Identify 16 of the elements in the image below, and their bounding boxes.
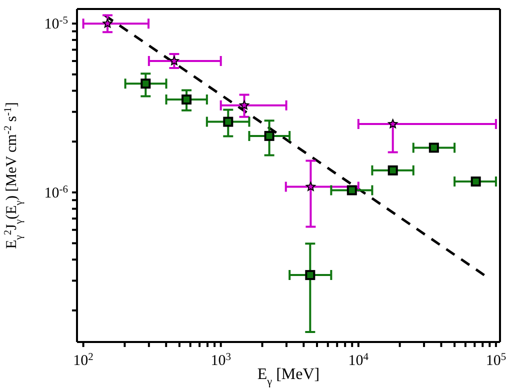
x-tick-label: 10$^{2}$ <box>73 352 94 369</box>
point <box>223 116 234 127</box>
point <box>264 130 274 141</box>
point <box>305 270 316 280</box>
y-tick-label: 10$^{-6}$ <box>44 184 68 202</box>
x-tick-label: 10$^{5}$ <box>486 352 506 369</box>
point <box>470 176 481 187</box>
y-tick-label: 10$^{-5}$ <box>44 15 68 33</box>
x-axis-title: E$_{γ}$ [MeV] <box>257 366 320 388</box>
point <box>428 142 439 153</box>
x-tick-label: 10$^{4}$ <box>348 352 370 369</box>
point <box>182 94 192 105</box>
x-tick-label: 10$^{3}$ <box>210 352 231 369</box>
point <box>140 78 151 89</box>
point <box>388 165 398 176</box>
point <box>346 185 357 196</box>
